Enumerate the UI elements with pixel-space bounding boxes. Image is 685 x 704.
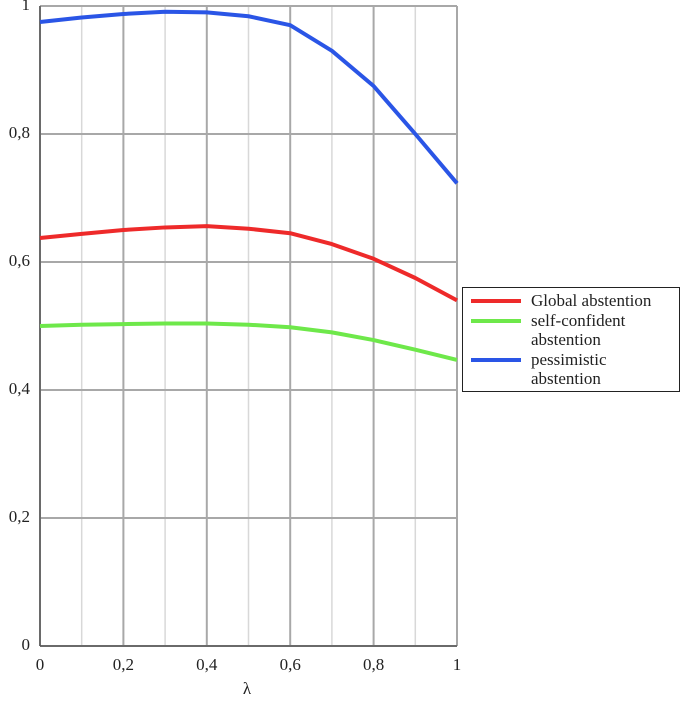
x-tick-label: 0 (36, 655, 45, 674)
x-tick-label: 0,6 (280, 655, 301, 674)
legend-label: self-confident abstention (531, 311, 626, 349)
x-axis-label: λ (243, 679, 252, 698)
y-tick-label: 0,6 (9, 251, 30, 270)
series-line (39, 224, 458, 303)
y-tick-label: 0 (22, 635, 31, 654)
y-tick-label: 0,4 (9, 379, 31, 398)
legend-swatch (471, 299, 521, 303)
legend-entry: pessimistic abstention (463, 350, 679, 388)
legend-label: Global abstention (531, 291, 652, 310)
legend-entry: self-confident abstention (463, 311, 679, 349)
series-line (39, 9, 459, 185)
legend-label: pessimistic abstention (531, 350, 607, 388)
y-tick-label: 1 (22, 0, 31, 14)
x-tick-label: 0,4 (196, 655, 218, 674)
series-line (39, 321, 458, 362)
x-tick-label: 0,2 (113, 655, 134, 674)
legend-entry: Global abstention (463, 291, 679, 310)
y-tick-label: 0,2 (9, 507, 30, 526)
legend-swatch (471, 358, 521, 362)
x-tick-label: 0,8 (363, 655, 384, 674)
x-tick-label: 1 (453, 655, 462, 674)
legend: Global abstention self-confident abstenti… (462, 287, 680, 392)
legend-swatch (471, 319, 521, 323)
y-tick-label: 0,8 (9, 123, 30, 142)
